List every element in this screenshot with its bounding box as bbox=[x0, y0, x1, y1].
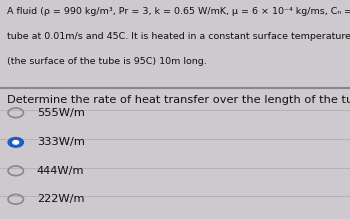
Text: (the surface of the tube is 95C) 10m long.: (the surface of the tube is 95C) 10m lon… bbox=[7, 57, 207, 66]
Text: Determine the rate of heat transfer over the length of the tube.: Determine the rate of heat transfer over… bbox=[7, 95, 350, 105]
Circle shape bbox=[13, 141, 19, 144]
Text: 555W/m: 555W/m bbox=[37, 108, 85, 118]
Text: 333W/m: 333W/m bbox=[37, 137, 85, 147]
Text: 444W/m: 444W/m bbox=[37, 166, 84, 176]
Text: 222W/m: 222W/m bbox=[37, 194, 84, 204]
Text: tube at 0.01m/s and 45C. It is heated in a constant surface temperature 0.1m dia: tube at 0.01m/s and 45C. It is heated in… bbox=[7, 32, 350, 41]
Text: A fluid (ρ = 990 kg/m³, Pr = 3, k = 0.65 W/mK, μ = 6 × 10⁻⁴ kg/ms, Cₙ = 4.1 kJ/k: A fluid (ρ = 990 kg/m³, Pr = 3, k = 0.65… bbox=[7, 7, 350, 16]
Circle shape bbox=[8, 138, 23, 147]
